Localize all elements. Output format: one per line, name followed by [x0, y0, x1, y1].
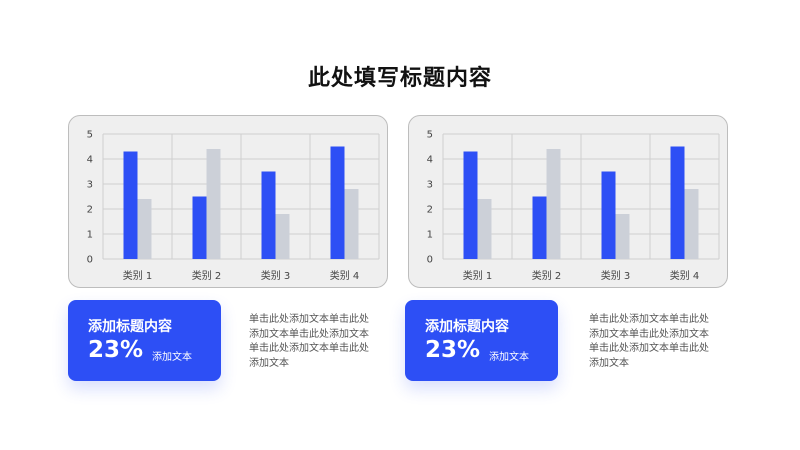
x-category-label: 类别 3 [601, 269, 631, 282]
y-tick-label: 5 [427, 130, 433, 141]
y-tick-label: 2 [87, 205, 93, 216]
stat-card-title: 添加标题内容 [425, 319, 509, 335]
x-category-label: 类别 1 [463, 269, 493, 282]
stat-card-2: 添加标题内容 23% 添加文本 [405, 300, 558, 381]
bar-chart-2: 0 1 2 3 4 5 类别 1 类别 2 类别 3 类别 4 [427, 130, 720, 282]
description-text-2: 单击此处添加文本单击此处添加文本单击此处添加文本单击此处添加文本单击此处添加文本 [589, 314, 709, 369]
y-tick-label: 5 [87, 130, 93, 141]
bar-series-1-cat-3 [261, 171, 276, 259]
bar-series-1-cat-2 [192, 196, 207, 259]
y-tick-label: 4 [427, 155, 433, 166]
y-tick-label: 3 [427, 180, 433, 191]
bar-series-1-cat-1 [123, 151, 138, 259]
bar-series-2-cat-3 [275, 214, 290, 259]
bar-series-1-cat-4 [670, 146, 685, 259]
y-tick-label: 2 [427, 205, 433, 216]
y-tick-label: 0 [87, 255, 93, 266]
bar-series-2-cat-1 [137, 199, 152, 259]
x-category-label: 类别 3 [261, 269, 291, 282]
stat-card-title: 添加标题内容 [88, 319, 172, 335]
chart-panel-2: 0 1 2 3 4 5 类别 1 类别 2 类别 3 类别 4 [408, 115, 728, 288]
bar-series-2-cat-1 [477, 199, 492, 259]
bar-series-2-cat-3 [615, 214, 630, 259]
x-category-label: 类别 1 [123, 269, 153, 282]
y-tick-label: 1 [87, 230, 93, 241]
bar-series-1-cat-3 [601, 171, 616, 259]
stat-card-value: 23% [88, 337, 144, 363]
page-title: 此处填写标题内容 [307, 66, 492, 91]
x-category-label: 类别 4 [670, 269, 700, 282]
bar-series-2-cat-4 [684, 189, 699, 259]
bar-series-1-cat-2 [532, 196, 547, 259]
y-tick-label: 1 [427, 230, 433, 241]
bar-series-2-cat-2 [546, 149, 561, 259]
bar-series-1-cat-4 [330, 146, 345, 259]
y-tick-label: 3 [87, 180, 93, 191]
bar-series-2-cat-2 [206, 149, 221, 259]
bar-series-2-cat-4 [344, 189, 359, 259]
y-tick-label: 0 [427, 255, 433, 266]
x-category-label: 类别 2 [532, 269, 562, 282]
stat-card-value: 23% [425, 337, 481, 363]
bar-series-1-cat-1 [463, 151, 478, 259]
bar-chart-1: 0 1 2 3 4 5 类别 1 类别 2 类别 3 类别 4 [87, 130, 380, 282]
y-tick-label: 4 [87, 155, 93, 166]
x-category-label: 类别 2 [192, 269, 222, 282]
stat-card-note: 添加文本 [489, 352, 529, 363]
stat-card-1: 添加标题内容 23% 添加文本 [68, 300, 221, 381]
x-category-label: 类别 4 [330, 269, 360, 282]
stat-card-note: 添加文本 [152, 352, 192, 363]
description-text-1: 单击此处添加文本单击此处添加文本单击此处添加文本单击此处添加文本单击此处添加文本 [249, 314, 369, 369]
chart-panel-1: 0 1 2 3 4 5 类别 1 类别 2 类别 3 类别 4 [68, 115, 388, 288]
